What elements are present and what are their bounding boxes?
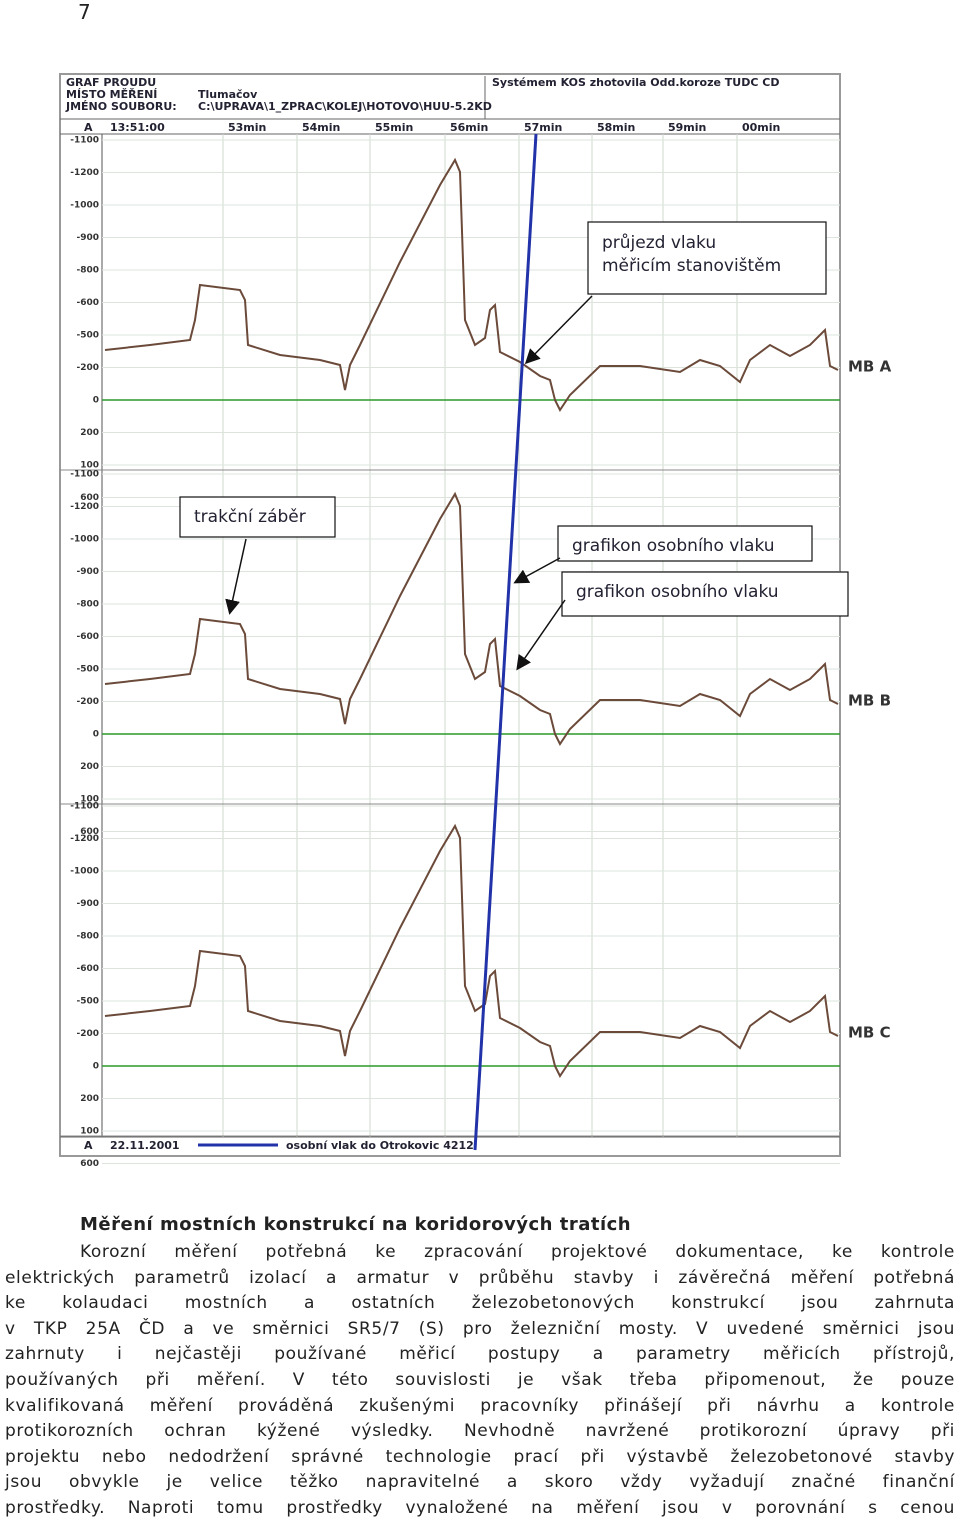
callout-text: grafikon osobního vlaku xyxy=(572,536,775,556)
callout-arrow xyxy=(516,599,566,671)
tick-label: -1100 xyxy=(70,470,99,480)
tick-label: 600 xyxy=(80,827,99,837)
tick-label: 200 xyxy=(80,762,99,772)
heading: Měření mostních konstrukcí na koridorový… xyxy=(80,1214,632,1235)
tick-label: -1100 xyxy=(70,802,99,812)
tick-label: -200 xyxy=(76,363,99,373)
paragraph-line: protikorozních ochran kýžené výsledky. N… xyxy=(5,1421,955,1442)
footer-text: A xyxy=(84,1139,93,1152)
paragraph-line: ke kolaudaci mostních a ostatních železo… xyxy=(5,1293,955,1314)
time-label: 56min xyxy=(450,121,488,134)
paragraph-line: kvalifikovaná měření prováděná zkušenými… xyxy=(5,1395,955,1416)
paragraph: Korozní měření potřebná ke zpracování pr… xyxy=(5,1240,955,1522)
header-credit: Systémem KOS zhotovila Odd.koroze TUDC C… xyxy=(492,76,779,89)
paragraph-line: používaných při měření. V této souvislos… xyxy=(5,1369,955,1390)
panel-label: MB C xyxy=(848,1024,891,1042)
current-curve xyxy=(104,157,839,412)
callout-text: průjezd vlaku xyxy=(602,233,716,253)
tick-label: 600 xyxy=(80,493,99,503)
header-value: C:\UPRAVA\1_ZPRAC\KOLEJ\HOTOVO\HUU-5.2KD xyxy=(198,100,492,113)
time-label: 58min xyxy=(597,121,635,134)
tick-label: -800 xyxy=(76,600,99,610)
tick-label: -500 xyxy=(76,331,99,341)
tick-label: -1200 xyxy=(70,834,99,844)
callout-text: měřicím stanovištěm xyxy=(602,256,781,276)
header-label: JMÉNO SOUBORU: xyxy=(65,100,177,113)
callout-text: trakční záběr xyxy=(194,507,306,527)
tick-label: 100 xyxy=(80,795,99,805)
paragraph-line: projektu nebo nedodržení správné technol… xyxy=(5,1446,955,1467)
tick-label: -600 xyxy=(76,632,99,642)
panel-label: MB A xyxy=(848,358,892,376)
tick-label: -900 xyxy=(76,899,99,909)
tick-label: -800 xyxy=(76,932,99,942)
header-label: GRAF PROUDU xyxy=(66,76,156,89)
current-curve xyxy=(104,491,839,746)
time-label: 59min xyxy=(668,121,706,134)
callout-arrow xyxy=(513,557,561,584)
tick-label: 200 xyxy=(80,428,99,438)
tick-label: -600 xyxy=(76,964,99,974)
callout-arrow xyxy=(524,295,593,365)
paragraph-line: prostředky. Naproti tomu prostředky vyna… xyxy=(5,1497,955,1518)
tick-label: -200 xyxy=(76,697,99,707)
paragraph-line: v TKP 25A ČD a ve směrnici SR5/7 (S) pro… xyxy=(5,1318,955,1339)
tick-label: -1200 xyxy=(70,168,99,178)
panel-label: MB B xyxy=(848,692,891,710)
footer-text: osobní vlak do Otrokovic 4212 xyxy=(286,1139,474,1152)
time-label: 53min xyxy=(228,121,266,134)
callout-box xyxy=(561,571,849,617)
tick-label: -1000 xyxy=(70,867,99,877)
tick-label: 0 xyxy=(93,1062,99,1072)
tick-label: 0 xyxy=(93,730,99,740)
time-label: 13:51:00 xyxy=(110,121,165,134)
callout-box xyxy=(587,221,827,295)
tick-label: 100 xyxy=(80,461,99,471)
tick-label: -500 xyxy=(76,665,99,675)
header-value: Tlumačov xyxy=(198,88,258,101)
callout-text: grafikon osobního vlaku xyxy=(576,582,779,602)
tick-label: -900 xyxy=(76,233,99,243)
tick-label: 100 xyxy=(80,1127,99,1137)
callout-box xyxy=(557,525,813,562)
tick-label: -1000 xyxy=(70,535,99,545)
tick-label: 200 xyxy=(80,1094,99,1104)
current-curve xyxy=(104,823,839,1078)
callout-box xyxy=(179,496,336,538)
time-label: 00min xyxy=(742,121,780,134)
paragraph-line: Korozní měření potřebná ke zpracování pr… xyxy=(80,1242,955,1262)
time-label: 55min xyxy=(375,121,413,134)
footer-text: 22.11.2001 xyxy=(110,1139,180,1152)
paragraph-line: jsou obvykle je velice těžko napraviteln… xyxy=(5,1472,955,1493)
tick-label: 600 xyxy=(80,1159,99,1169)
page-number: 7 xyxy=(78,0,91,24)
tick-label: -800 xyxy=(76,266,99,276)
train-line xyxy=(473,133,538,1151)
time-label: 57min xyxy=(524,121,562,134)
paragraph-line: elektrických parametrů izolací a armatur… xyxy=(5,1267,955,1288)
tick-label: -600 xyxy=(76,298,99,308)
tick-label: 0 xyxy=(93,396,99,406)
tick-label: -200 xyxy=(76,1029,99,1039)
tick-label: -1200 xyxy=(70,502,99,512)
paragraph-line: zahrnuty i nejčastěji používané měřicí p… xyxy=(5,1344,955,1365)
tick-label: -1100 xyxy=(70,136,99,146)
header-label: MÍSTO MĚŘENÍ xyxy=(66,88,157,101)
tick-label: -1000 xyxy=(70,201,99,211)
time-label: 54min xyxy=(302,121,340,134)
callout-arrow xyxy=(225,538,247,615)
tick-label: -900 xyxy=(76,567,99,577)
tick-label: -500 xyxy=(76,997,99,1007)
time-label: A xyxy=(84,121,93,134)
